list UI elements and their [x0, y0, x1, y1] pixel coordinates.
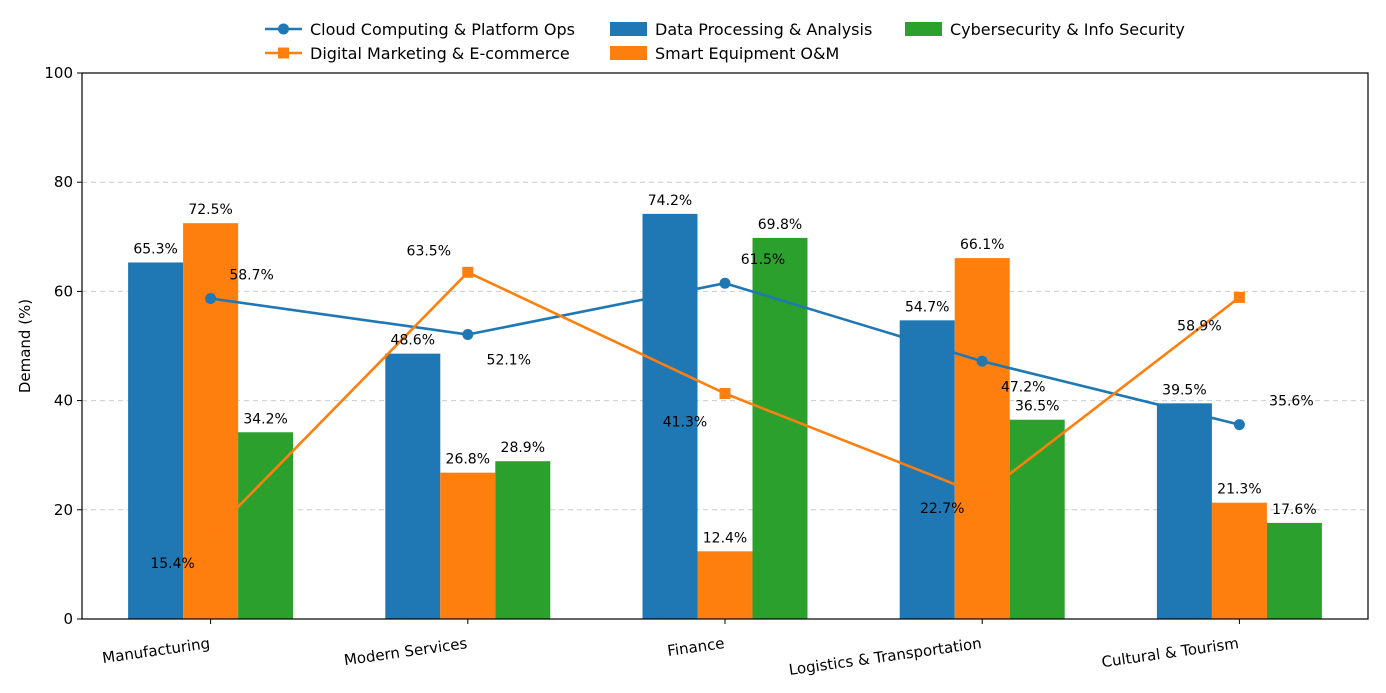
line-data-label: 41.3% [663, 415, 707, 431]
bar [955, 258, 1010, 619]
bar-data-label: 26.8% [446, 452, 490, 468]
line-data-label: 47.2% [1001, 379, 1045, 395]
line-marker [1234, 419, 1245, 430]
legend-label: Smart Equipment O&M [655, 44, 839, 63]
series-line [211, 283, 1240, 424]
line-marker [720, 388, 731, 399]
line-data-label: 15.4% [150, 556, 194, 572]
y-tick-label: 20 [54, 501, 73, 519]
line-marker [977, 356, 988, 367]
bar-data-label: 66.1% [960, 237, 1004, 253]
bar-data-label: 28.9% [501, 440, 545, 456]
legend-bar-swatch [610, 46, 647, 60]
bar-data-label: 39.5% [1162, 382, 1206, 398]
legend-bar-swatch [905, 22, 942, 36]
line-data-label: 52.1% [487, 353, 531, 369]
y-tick-label: 60 [54, 282, 73, 300]
x-tick-label: Logistics & Transportation [788, 634, 983, 679]
bar [1010, 420, 1065, 619]
bar [900, 320, 955, 619]
bar-data-label: 17.6% [1272, 502, 1316, 518]
bar [385, 354, 440, 619]
line-data-label: 61.5% [741, 252, 785, 268]
x-tick-label: Manufacturing [101, 634, 211, 667]
x-axis: Manufacturing Modern Services Finance Logis… [101, 619, 1240, 679]
x-tick-label: Finance [666, 634, 725, 660]
bar [1212, 503, 1267, 619]
legend-bar-swatch [610, 22, 647, 36]
line-data-label: 63.5% [407, 243, 451, 259]
line-series [205, 267, 1245, 541]
y-tick-label: 100 [44, 64, 73, 82]
legend-marker [278, 48, 289, 59]
bar-series [128, 214, 1322, 619]
legend-label: Data Processing & Analysis [655, 20, 872, 39]
y-tick-label: 40 [54, 392, 73, 410]
bar-data-label: 69.8% [758, 217, 802, 233]
bar-data-label: 21.3% [1217, 482, 1261, 498]
y-axis-title: Demand (%) [16, 299, 34, 393]
line-marker [720, 278, 731, 289]
line-marker [1234, 292, 1245, 303]
series-line [211, 272, 1240, 535]
bar [1267, 523, 1322, 619]
bar-data-label: 34.2% [243, 411, 287, 427]
bar-data-label: 65.3% [133, 241, 177, 257]
data-labels: 65.3% 48.6% 74.2% 54.7% 39.5% 72.5% 26.8% 12.4%… [133, 193, 1316, 572]
line-data-label: 22.7% [920, 501, 964, 517]
bar-data-label: 36.5% [1015, 399, 1059, 415]
line-marker [977, 490, 988, 501]
bar [495, 461, 550, 619]
y-axis: 0 20 40 60 80 100 [44, 64, 82, 628]
x-tick-label: Cultural & Tourism [1100, 634, 1240, 671]
line-marker [205, 529, 216, 540]
legend-label: Cloud Computing & Platform Ops [310, 20, 575, 39]
y-tick-label: 80 [54, 173, 73, 191]
line-data-label: 35.6% [1269, 394, 1313, 410]
line-marker [462, 267, 473, 278]
legend: Cloud Computing & Platform Ops Digital Ma… [265, 20, 1185, 63]
y-tick-label: 0 [63, 610, 73, 628]
legend-label: Cybersecurity & Info Security [950, 20, 1185, 39]
legend-marker [278, 24, 289, 35]
bar [698, 551, 753, 619]
bar-data-label: 48.6% [391, 333, 435, 349]
legend-label: Digital Marketing & E-commerce [310, 44, 570, 63]
line-data-label: 58.9% [1177, 318, 1221, 334]
line-marker [462, 329, 473, 340]
bar-data-label: 12.4% [703, 530, 747, 546]
bar-data-label: 54.7% [905, 299, 949, 315]
line-data-label: 58.7% [229, 267, 273, 283]
chart: 65.3% 48.6% 74.2% 54.7% 39.5% 72.5% 26.8% 12.4%… [0, 0, 1386, 693]
x-tick-label: Modern Services [343, 634, 469, 669]
bar [440, 473, 495, 619]
bar-data-label: 74.2% [648, 193, 692, 209]
bar-data-label: 72.5% [188, 202, 232, 218]
line-marker [205, 293, 216, 304]
bar [1157, 403, 1212, 619]
